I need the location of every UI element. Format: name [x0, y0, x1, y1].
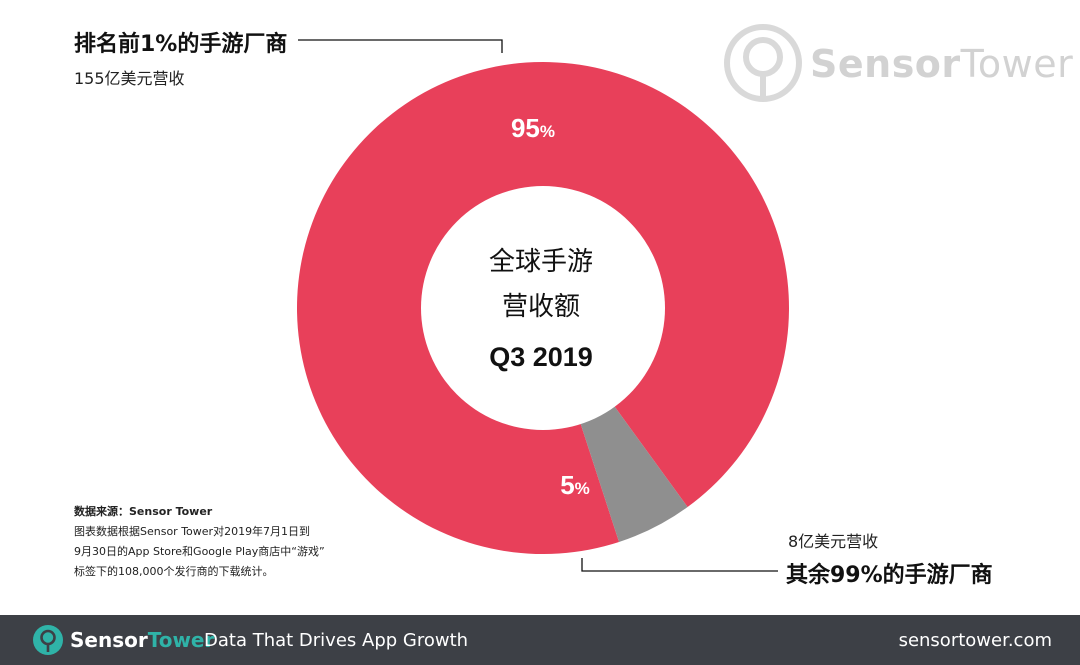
slice-label-rest: 5%	[560, 470, 590, 500]
donut-chart: 95% 5% 全球手游 营收额 Q3 2019	[296, 39, 789, 572]
sensortower-watermark: SensorTower	[810, 42, 1074, 86]
footer-site-link[interactable]: sensortower.com	[898, 630, 1052, 651]
sensortower-logo-icon	[33, 625, 63, 655]
center-line-1: 全球手游	[489, 247, 593, 277]
footnote-line: 标签下的108,000个发行商的下载统计。	[74, 565, 274, 578]
center-line-3: Q3 2019	[489, 342, 593, 372]
label-top-revenue: 155亿美元营收	[74, 69, 185, 88]
footer-bar: SensorTower Data That Drives App Growth …	[0, 615, 1080, 665]
label-top-title: 排名前1%的手游厂商	[74, 32, 288, 57]
label-rest-revenue: 8亿美元营收	[788, 532, 879, 551]
source-footnote: 数据来源：Sensor Tower 图表数据根据Sensor Tower对201…	[74, 502, 404, 582]
footer-brand: SensorTower	[70, 628, 215, 652]
donut-hole	[421, 186, 665, 430]
slice-label-top: 95%	[511, 113, 555, 143]
footnote-line: 图表数据根据Sensor Tower对2019年7月1日到	[74, 525, 311, 538]
footnote-title: 数据来源：Sensor Tower	[74, 505, 213, 518]
leader-line-bottom	[581, 558, 778, 572]
label-rest-title: 其余99%的手游厂商	[786, 563, 993, 588]
sensortower-watermark-icon	[724, 24, 802, 102]
footnote-line: 9月30日的App Store和Google Play商店中“游戏”	[74, 545, 325, 558]
center-line-2: 营收额	[502, 292, 580, 322]
footer-tagline: Data That Drives App Growth	[204, 630, 469, 651]
leader-line-top	[298, 39, 503, 53]
